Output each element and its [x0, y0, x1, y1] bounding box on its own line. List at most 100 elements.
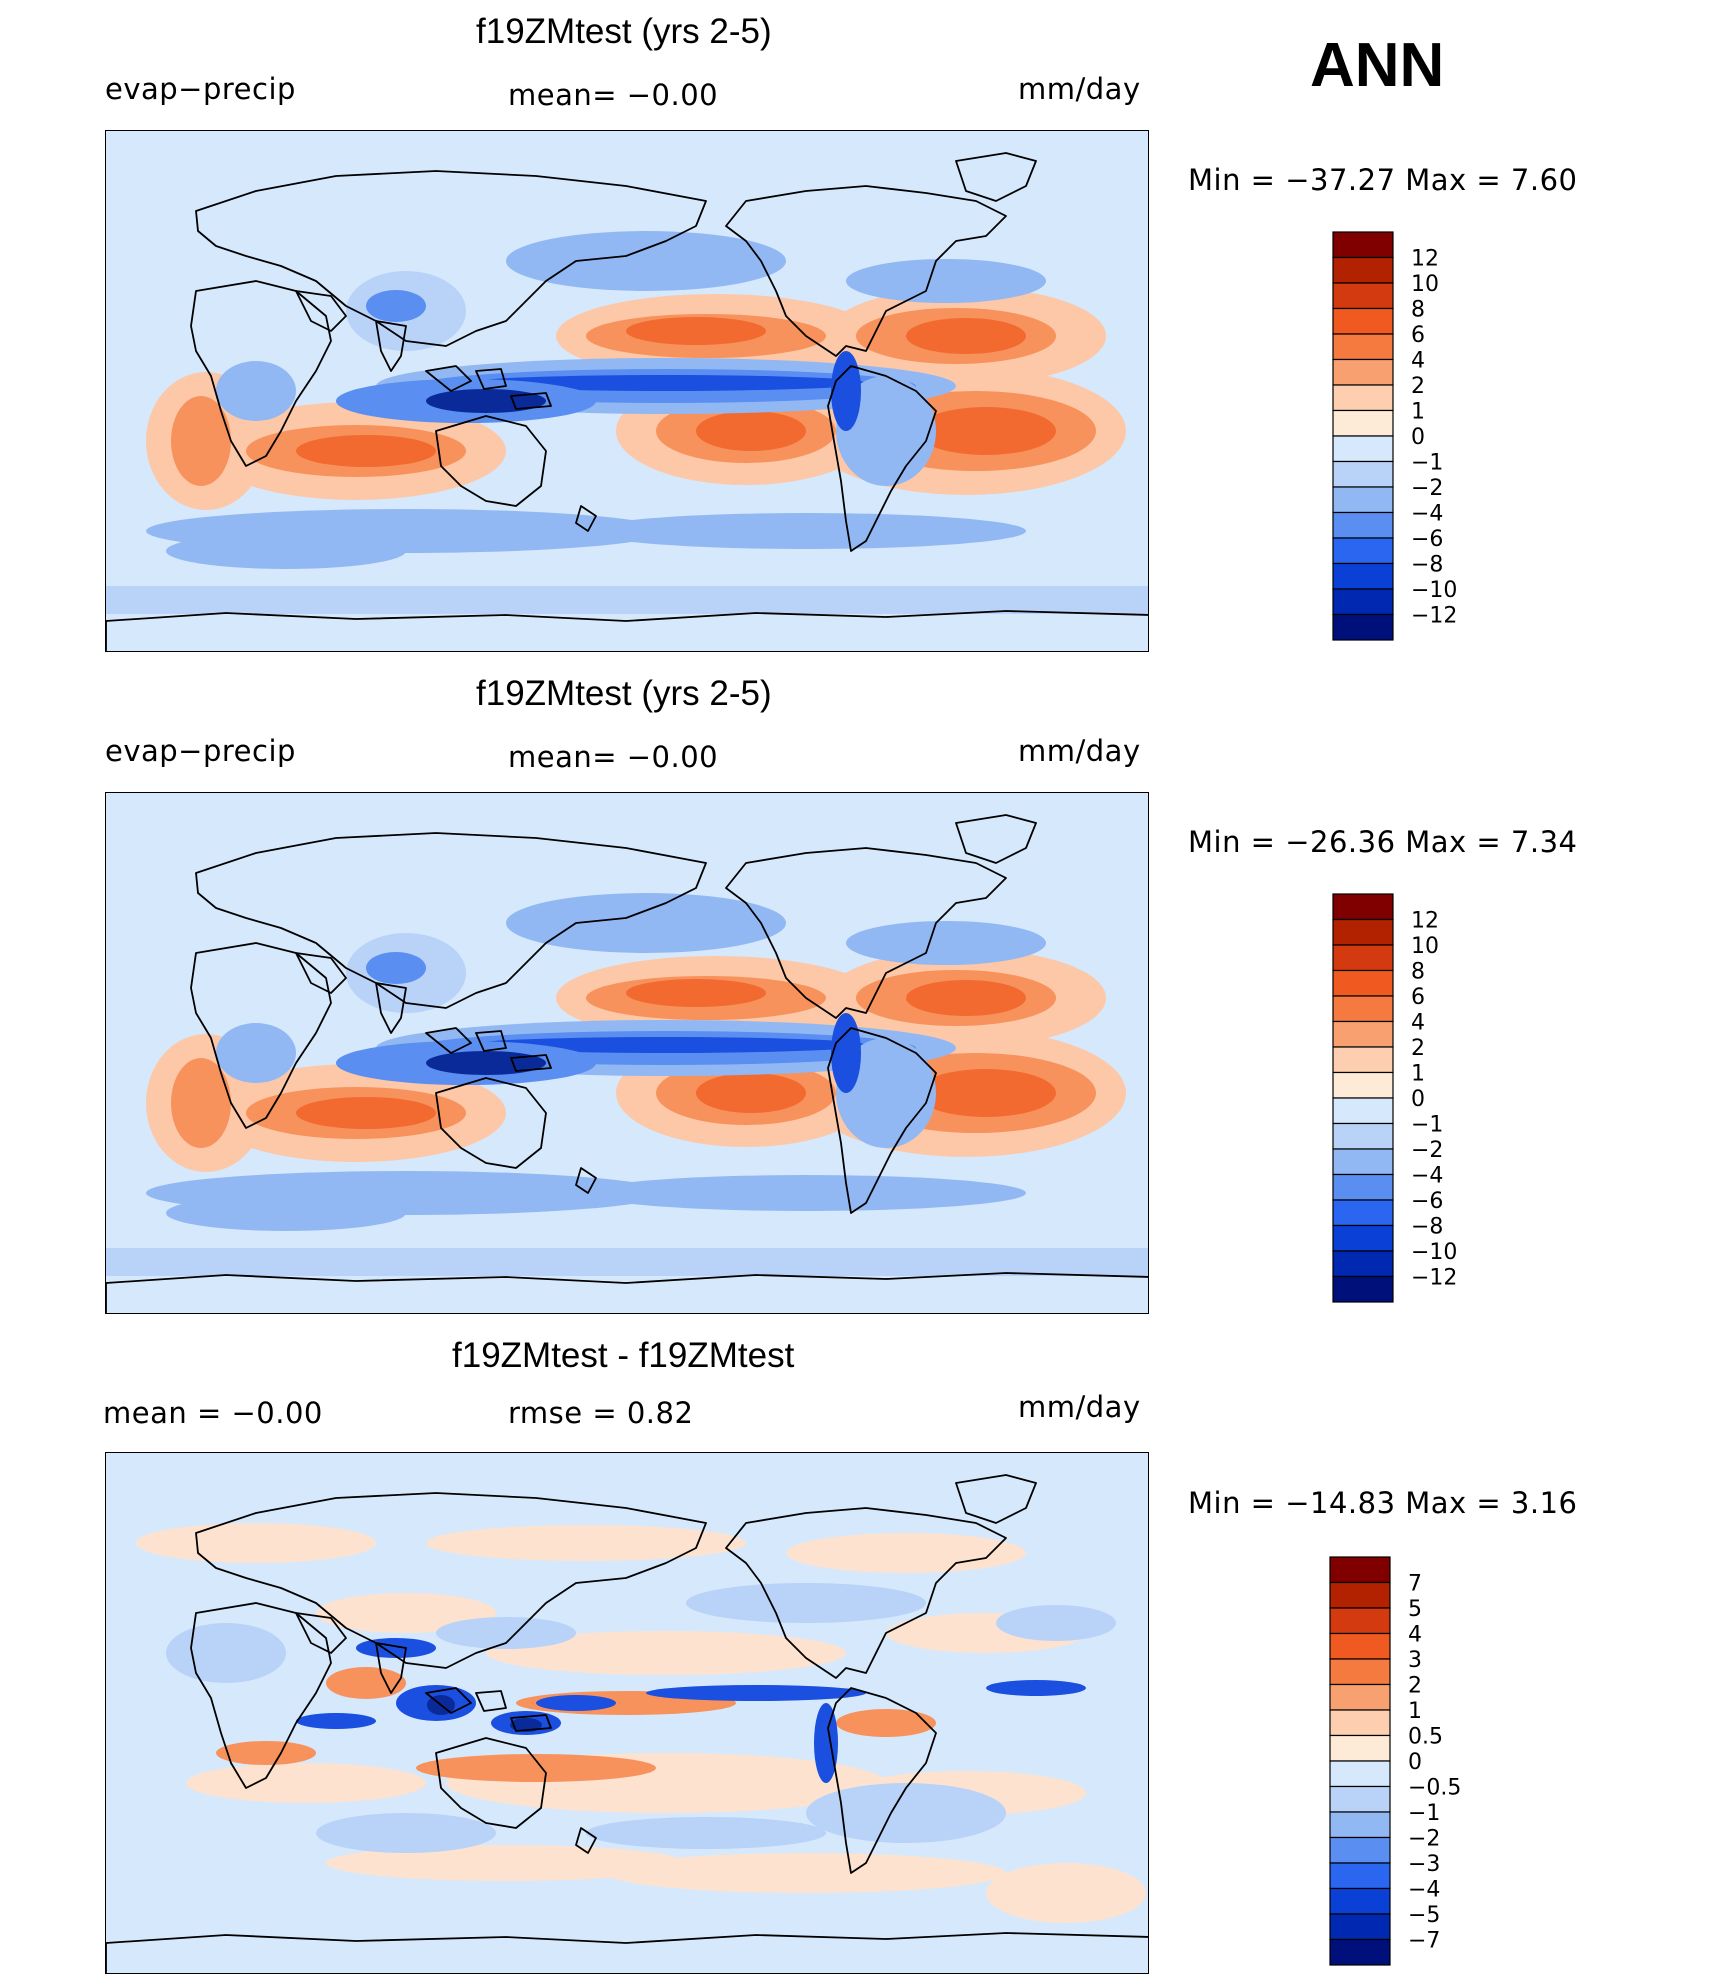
positive-anomaly	[326, 1845, 686, 1881]
colorbar-tick-label: 2	[1408, 1674, 1422, 1699]
colorbar-swatch	[1329, 1556, 1391, 1584]
colorbar-swatch	[1332, 918, 1394, 946]
asia-monsoon-core	[366, 290, 426, 322]
coastline	[190, 942, 332, 1129]
colorbar-swatch	[1332, 1122, 1394, 1150]
colorbar-tick-label: 8	[1411, 298, 1425, 323]
colorbar-swatch	[1332, 944, 1394, 972]
coastline	[725, 1507, 1007, 1679]
coastline	[827, 1687, 937, 1874]
colorbar-swatch	[1329, 1785, 1391, 1813]
colorbar-tick-label: 4	[1411, 1011, 1425, 1036]
coastline	[827, 1027, 937, 1214]
colorbar-tick-label: 2	[1411, 1036, 1425, 1061]
panel-1-units-label: mm/day	[1018, 72, 1141, 106]
negative-anomaly-strong	[814, 1703, 838, 1783]
colorbar-swatch	[1332, 307, 1394, 335]
coastline	[190, 1602, 332, 1789]
colorbar-tick-label: 12	[1411, 909, 1439, 934]
colorbar-swatch	[1332, 1071, 1394, 1099]
negative-anomaly-core	[510, 1718, 542, 1732]
coastline	[106, 610, 1148, 651]
wet-storm-track	[506, 231, 786, 291]
panel-2-min-max: Min = −26.36 Max = 7.34	[1188, 825, 1578, 859]
positive-anomaly-strong	[326, 1667, 406, 1699]
colorbar-tick-label: −10	[1411, 578, 1457, 603]
coastline	[575, 505, 597, 532]
colorbar-swatch	[1329, 1862, 1391, 1890]
panel-3-rmse-label: rmse = 0.82	[508, 1396, 694, 1430]
coastline	[425, 1687, 552, 1732]
southern-ocean-band	[106, 586, 1148, 614]
colorbar-swatch	[1332, 1097, 1394, 1125]
coastline	[195, 832, 707, 1009]
colorbar-swatch	[1332, 588, 1394, 616]
africa-wet	[216, 1023, 296, 1083]
positive-anomaly	[606, 1853, 1006, 1893]
panel-3-map-graphic	[106, 1453, 1148, 1973]
colorbar-swatch	[1332, 1275, 1394, 1303]
panel-1-title: f19ZMtest (yrs 2-5)	[476, 12, 772, 51]
dry-zone-core	[696, 1073, 806, 1113]
positive-anomaly	[186, 1763, 426, 1803]
colorbar-swatch	[1332, 969, 1394, 997]
negative-anomaly	[316, 1813, 496, 1853]
panel-2-map	[105, 792, 1149, 1314]
panel-1-colorbar: 12 10 8 6 4 2 1 0 −1 −2 −4 −6 −8 −10 −12	[1330, 230, 1490, 646]
coastline	[295, 952, 347, 994]
panel-1-map-graphic	[106, 131, 1148, 651]
maritime-continent-core	[426, 1051, 546, 1075]
colorbar-tick-label: −1	[1411, 451, 1443, 476]
colorbar-tick-label: −2	[1411, 476, 1443, 501]
coastline	[195, 1492, 707, 1669]
dry-zone-core	[626, 979, 766, 1007]
colorbar-swatch	[1329, 1913, 1391, 1941]
colorbar-tick-label: −4	[1411, 1164, 1443, 1189]
dry-zone	[171, 396, 231, 486]
colorbar-tick-label: 7	[1408, 1572, 1422, 1597]
asia-monsoon-core	[366, 952, 426, 984]
colorbar-swatch	[1332, 231, 1394, 259]
coastline	[575, 1827, 597, 1854]
wet-storm-track	[846, 921, 1046, 965]
andes-wet	[831, 351, 861, 431]
colorbar-swatch	[1332, 562, 1394, 590]
colorbar-swatch	[1332, 435, 1394, 463]
season-label: ANN	[1310, 31, 1445, 100]
colorbar-tick-label: −8	[1411, 1215, 1443, 1240]
coastline	[375, 320, 407, 372]
dry-zone-core	[906, 980, 1026, 1016]
panel-3-mean-label: mean = −0.00	[103, 1396, 323, 1430]
coastline	[725, 847, 1007, 1019]
colorbar-tick-label: 6	[1411, 985, 1425, 1010]
colorbar-tick-label: −2	[1408, 1827, 1440, 1852]
panel-2-colorbar: 12 10 8 6 4 2 1 0 −1 −2 −4 −6 −8 −10 −12	[1330, 892, 1490, 1308]
colorbar-tick-label: 8	[1411, 960, 1425, 985]
colorbar-tick-label: 5	[1408, 1597, 1422, 1622]
colorbar-tick-label: 0	[1411, 425, 1425, 450]
wet-storm-track	[846, 259, 1046, 303]
coastline	[955, 1474, 1037, 1524]
positive-anomaly-strong	[216, 1741, 316, 1765]
panel-2-title: f19ZMtest (yrs 2-5)	[476, 674, 772, 713]
colorbar-swatch	[1332, 333, 1394, 361]
colorbar-swatch	[1332, 1046, 1394, 1074]
negative-anomaly	[686, 1583, 926, 1623]
negative-anomaly	[996, 1605, 1116, 1641]
colorbar-swatch	[1329, 1683, 1391, 1711]
negative-anomaly	[436, 1617, 576, 1649]
colorbar-tick-label: 0	[1408, 1750, 1422, 1775]
dry-zone-core	[626, 317, 766, 345]
colorbar-tick-label: −5	[1408, 1903, 1440, 1928]
coastline	[435, 1737, 547, 1829]
colorbar-tick-label: −0.5	[1408, 1776, 1461, 1801]
dry-zone-core	[916, 1069, 1056, 1117]
colorbar-tick-label: 10	[1411, 934, 1439, 959]
coastline	[195, 170, 707, 347]
wet-storm-track	[166, 1195, 406, 1231]
panel-2-map-graphic	[106, 793, 1148, 1313]
negative-anomaly	[806, 1783, 1006, 1843]
colorbar-swatch	[1332, 511, 1394, 539]
negative-anomaly-strong	[356, 1638, 436, 1658]
